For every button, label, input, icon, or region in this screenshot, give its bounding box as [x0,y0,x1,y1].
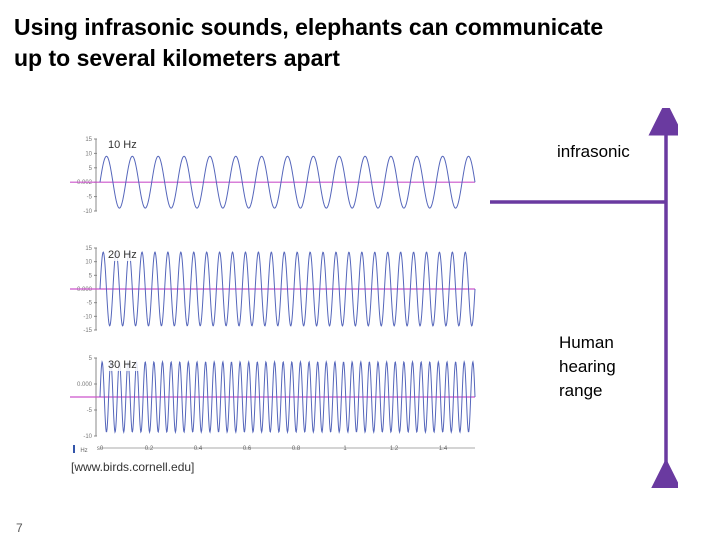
y-tick-label: 5 [89,273,93,279]
x-tick: 0.2 [144,446,154,452]
human-hearing-label: Human hearing range [559,331,616,403]
y-tick-label: 0.000 [77,382,93,388]
x-tick: 0.6 [242,446,252,452]
human-label-line-3: range [559,381,603,400]
y-tick-label: -5 [87,408,93,414]
waveform-20hz-plot: 15 10 5 0.000 -5 -10 -15 [70,246,476,334]
x-tick: 1.4 [438,446,448,452]
frequency-label-20hz: 20 Hz [106,249,139,261]
y-tick-label: 10 [85,260,92,266]
x-tick: 0.8 [291,446,301,452]
y-tick-label: -10 [83,314,92,320]
y-tick-label: 0.002 [77,180,93,186]
y-tick-label: 15 [85,137,92,143]
y-tick-label: -5 [87,195,93,201]
waveform-panel-30hz: 5 0.000 -5 -10 30 Hz [70,352,480,442]
waveform-30hz-plot: 5 0.000 -5 -10 [70,356,476,440]
frequency-label-10hz: 10 Hz [106,139,139,151]
x-axis-unit: Hz [80,448,88,454]
y-tick-label: 10 [85,151,92,157]
infrasonic-label: infrasonic [557,142,630,161]
source-citation: [www.birds.cornell.edu] [71,460,195,474]
y-tick-label: 5 [89,166,93,172]
sine-waveform-20hz [99,251,476,327]
slide-title: Using infrasonic sounds, elephants can c… [14,12,654,74]
y-tick-label: 15 [85,246,92,252]
x-tick: 0.4 [193,446,203,452]
title-line-1: Using infrasonic sounds, elephants can c… [14,14,604,40]
waveform-10hz-plot: 15 10 5 0.002 -5 -10 [70,137,476,215]
y-tick-label: 5 [89,356,93,362]
sine-waveform-10hz [99,155,476,209]
time-axis: s0 0.2 0.4 0.6 0.8 1 1.2 1.4 Hz [70,440,480,460]
y-tick-label: -10 [83,209,92,215]
human-label-line-2: hearing [559,357,616,376]
y-tick-label: -15 [83,328,92,334]
title-line-2: up to several kilometers apart [14,45,340,71]
y-tick-label: -10 [83,434,92,440]
page-number: 7 [16,521,23,535]
y-tick-label: -5 [87,301,93,307]
x-tick: 1.2 [389,446,399,452]
waveform-panel-20hz: 15 10 5 0.000 -5 -10 -15 20 Hz [70,242,480,336]
x-tick: s0 [96,446,104,452]
time-axis-line [73,445,475,453]
y-tick-label: 0.000 [77,287,93,293]
human-label-line-1: Human [559,333,614,352]
sine-waveform-30hz [99,359,476,435]
x-tick: 1 [343,446,347,452]
frequency-label-30hz: 30 Hz [106,359,139,371]
waveform-panel-10hz: 15 10 5 0.002 -5 -10 10 Hz [70,133,480,217]
hearing-range-arrow [490,108,678,488]
